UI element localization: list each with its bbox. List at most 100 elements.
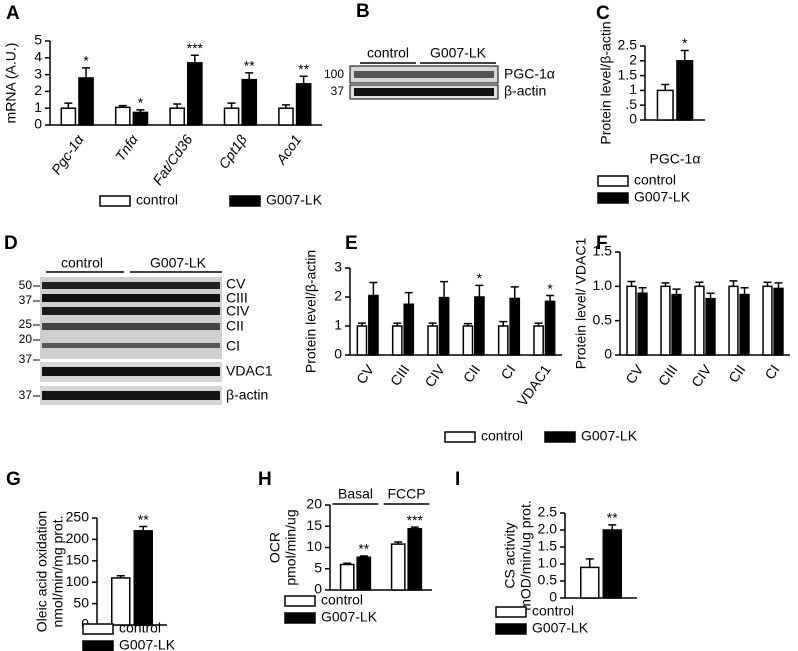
y-tick-label: 1.5 [593,243,613,259]
bar [295,83,312,126]
y-tick-label: 2.5 [538,504,558,520]
panel-letter: D [4,233,18,254]
legend-swatch [284,595,316,607]
y-tick-label: 0 [629,111,637,127]
x-tick-label: CI [497,362,518,383]
significance: ** [298,61,309,77]
x-tick-label: CIII [387,362,413,389]
marker: 50 [19,278,33,292]
bar [391,325,403,356]
error-bar [763,281,772,287]
bar [278,107,294,126]
bar [133,530,153,626]
error-bar [64,102,73,109]
x-tick-label: CII [460,362,483,386]
y-tick-label: 200 [66,530,90,546]
error-bar [357,322,366,326]
error-bar [359,555,368,558]
bar [169,107,185,126]
legend-swatch [544,431,576,443]
y-tick-label: 15 [306,517,322,533]
error-bar [463,322,472,326]
y-axis-label: nmol/min/mg prot. [50,515,66,627]
x-tick-label: CIV [688,361,715,390]
panel-letter: A [6,3,20,24]
band-label: CII [226,318,244,334]
legend-swatch [229,195,261,207]
band-label: VDAC1 [226,363,273,379]
bar [60,107,77,126]
y-tick-label: 0 [604,346,612,362]
marker: 37 [19,388,33,402]
x-tick-label: CIV [421,361,448,390]
marker: 37 [19,352,33,366]
x-tick-label: Pgc-1α [48,131,87,178]
significance: * [83,53,89,69]
bar [132,111,149,126]
y-tick-label: 1 [34,99,42,115]
band-label: CIII [226,290,248,306]
error-bar [428,322,437,326]
bar [403,303,415,356]
y-axis-label: CS activity [502,522,518,588]
y-tick-label: 2 [334,288,342,304]
y-tick-label: 0 [34,116,42,132]
bar [739,293,750,356]
bar [78,77,94,126]
error-bar [661,83,670,91]
significance: *** [187,40,204,56]
marker: 100 [324,67,344,81]
band [42,294,220,302]
bar [407,528,423,591]
bar [187,62,203,126]
error-bar [190,54,199,63]
bar [533,325,544,356]
error-bar [729,280,738,287]
legend-label: G007-LK [581,428,638,444]
significance: ** [607,510,618,526]
band-label: CV [226,276,246,292]
y-tick-label: 2.5 [618,37,638,53]
bar [474,296,485,356]
y-axis-label: Protein level/β-actin [303,250,319,373]
y-tick-label: 3 [334,259,342,275]
bar [656,89,674,121]
y-axis-label: Protein level/ VDAC1 [573,238,589,370]
legend-swatch [82,623,114,635]
x-tick-label: Aco1 [272,132,304,168]
bar [728,285,739,356]
bar [339,563,355,591]
markers: 50 37 25 20 37 37 [19,278,40,402]
error-bar [173,103,182,109]
error-bar [661,282,670,287]
panel-letter: B [356,1,370,22]
bar [762,285,773,356]
error-bar [695,281,704,287]
band [354,88,494,96]
y-tick-label: 2 [34,82,42,98]
y-tick-label: 150 [66,552,90,568]
bar [114,106,131,126]
legend-swatch [82,640,114,651]
y-tick-label: 0 [314,581,322,597]
legend-swatch [597,192,629,204]
y-tick-label: 5 [34,32,42,48]
y-tick-label: 2.0 [538,521,558,537]
y-tick-label: 1.5 [618,66,638,82]
y-tick-label: 20 [306,496,322,512]
y-axis-label: Protein level/β-actin [598,21,614,144]
significance: * [547,280,553,296]
panel-letter: H [258,469,272,490]
error-bar [227,102,236,109]
significance: * [682,35,688,51]
error-bar [394,541,403,545]
y-tick-label: 2 [629,52,637,68]
significance: ** [138,511,149,527]
bar [660,285,671,356]
blot-group: G007-LK [150,255,207,271]
y-tick-label: 1.0 [593,277,613,293]
error-bar [546,294,555,302]
x-tick-label: CV [353,361,378,387]
error-bar [706,292,715,299]
legend-label: G007-LK [634,189,691,205]
